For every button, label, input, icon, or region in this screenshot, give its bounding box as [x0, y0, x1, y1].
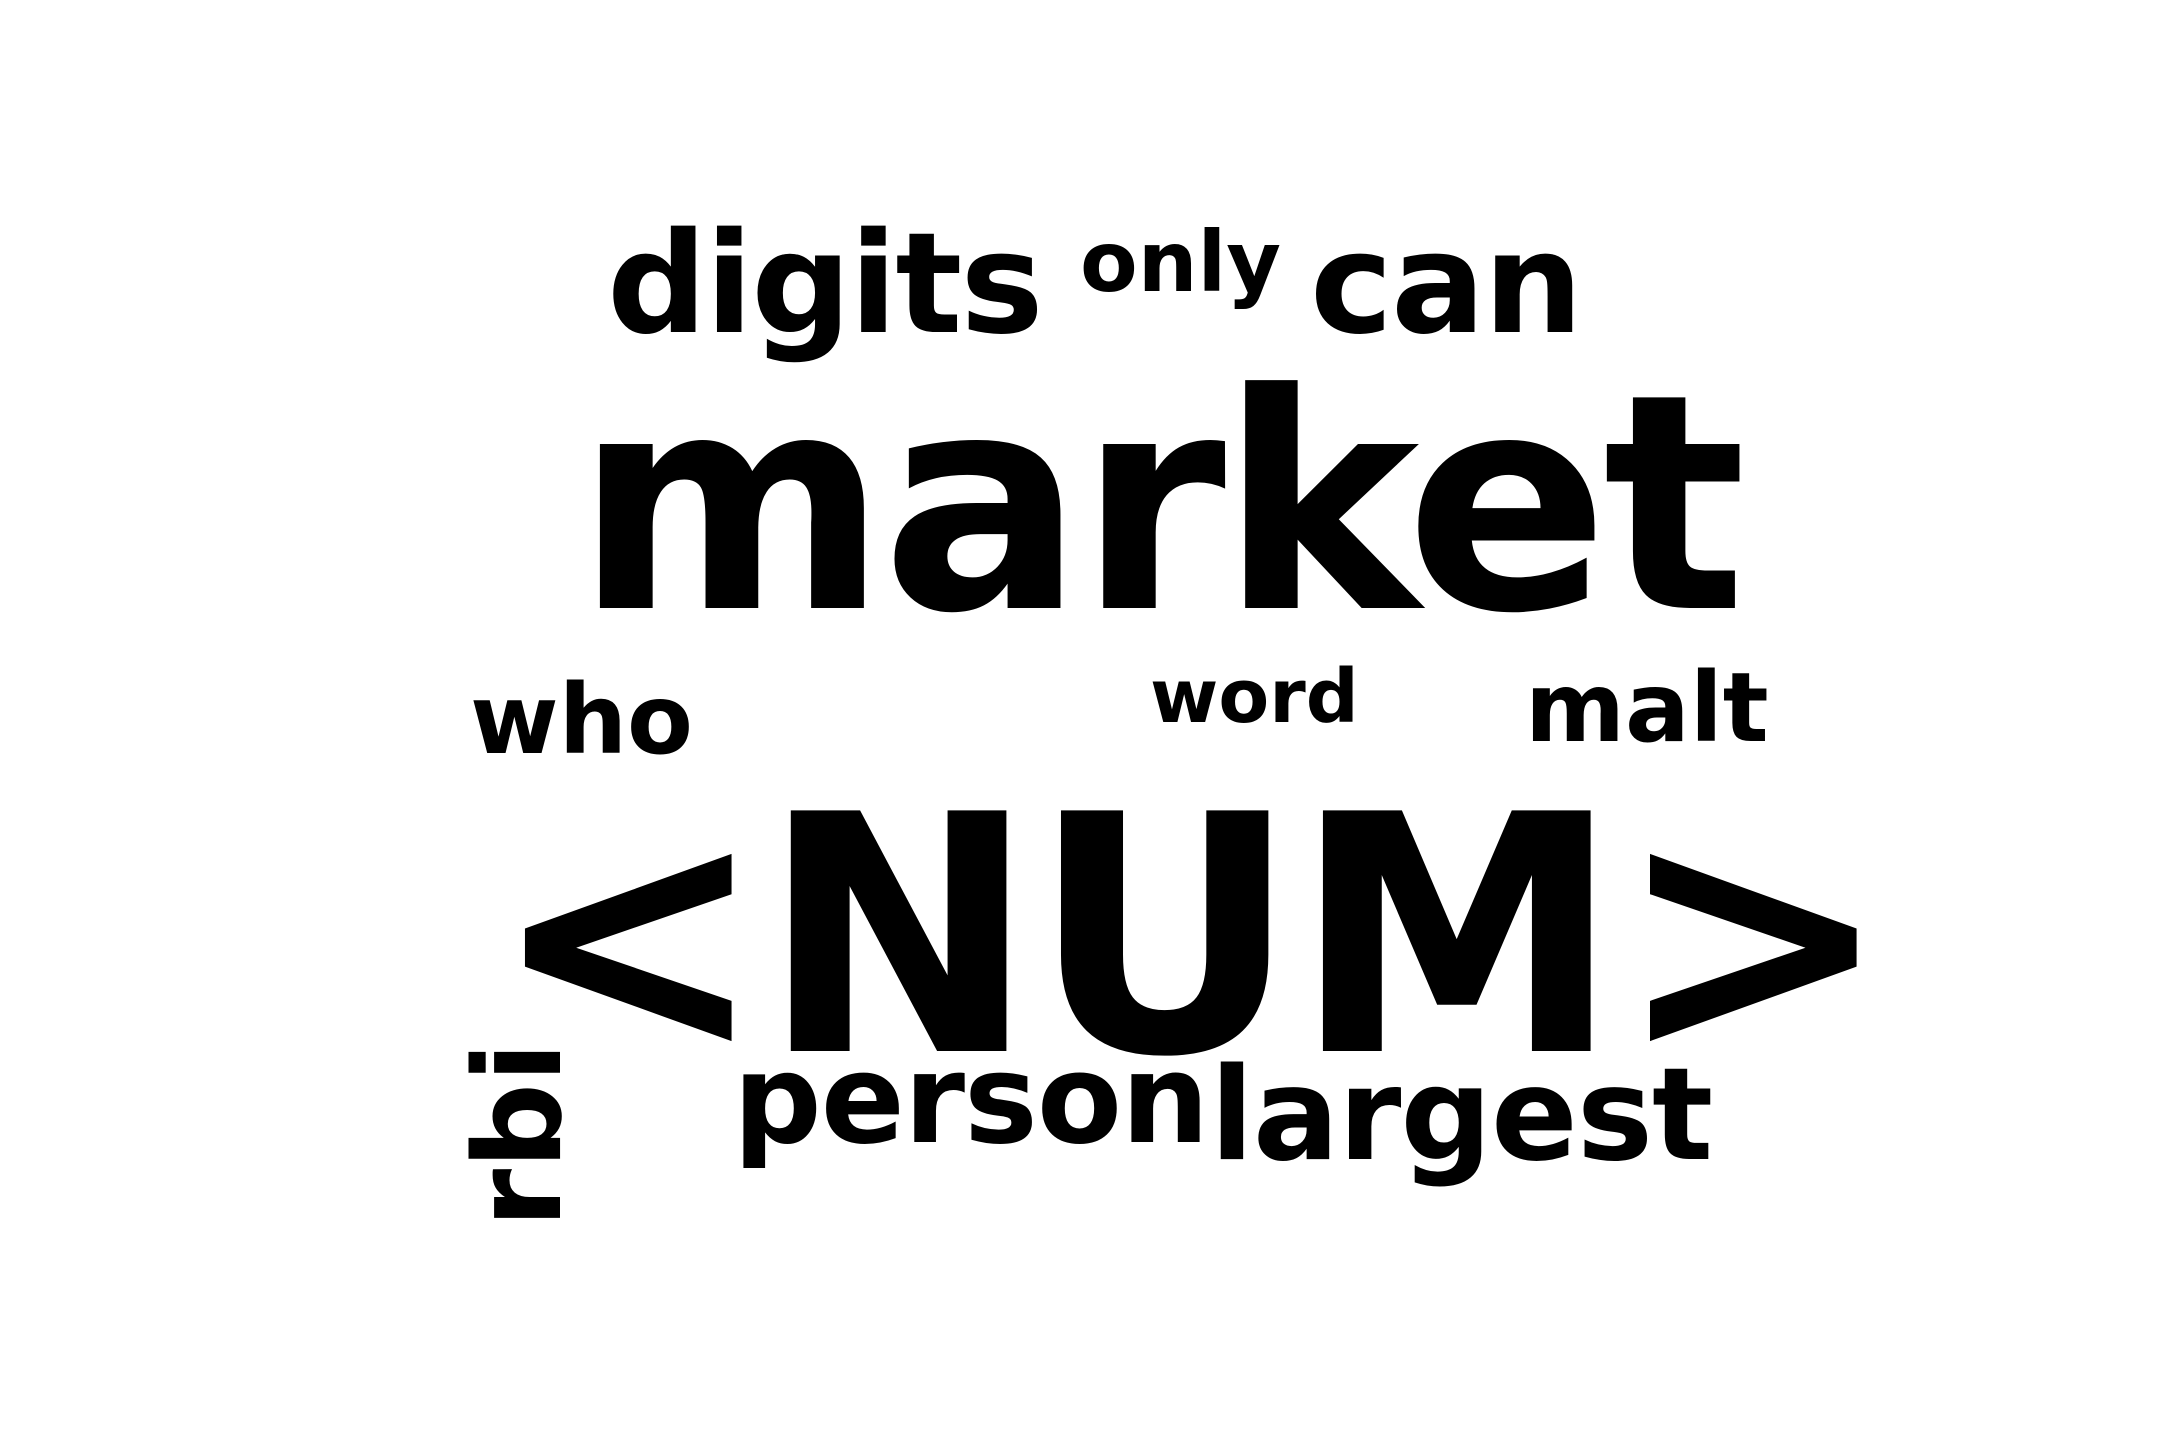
word-who: who [470, 664, 693, 776]
word-num: <NUM> [490, 745, 1892, 1129]
word-rbi: rbi [450, 1041, 589, 1228]
word-person: person [733, 1028, 1209, 1172]
word-can: can [1310, 203, 1583, 366]
word-only: only [1080, 213, 1282, 311]
word-digits: digits [607, 203, 1044, 366]
word-market: market [575, 330, 1746, 679]
word-word: word [1150, 654, 1359, 740]
word-largest: largest [1210, 1041, 1713, 1190]
word-malt: malt [1525, 652, 1769, 764]
